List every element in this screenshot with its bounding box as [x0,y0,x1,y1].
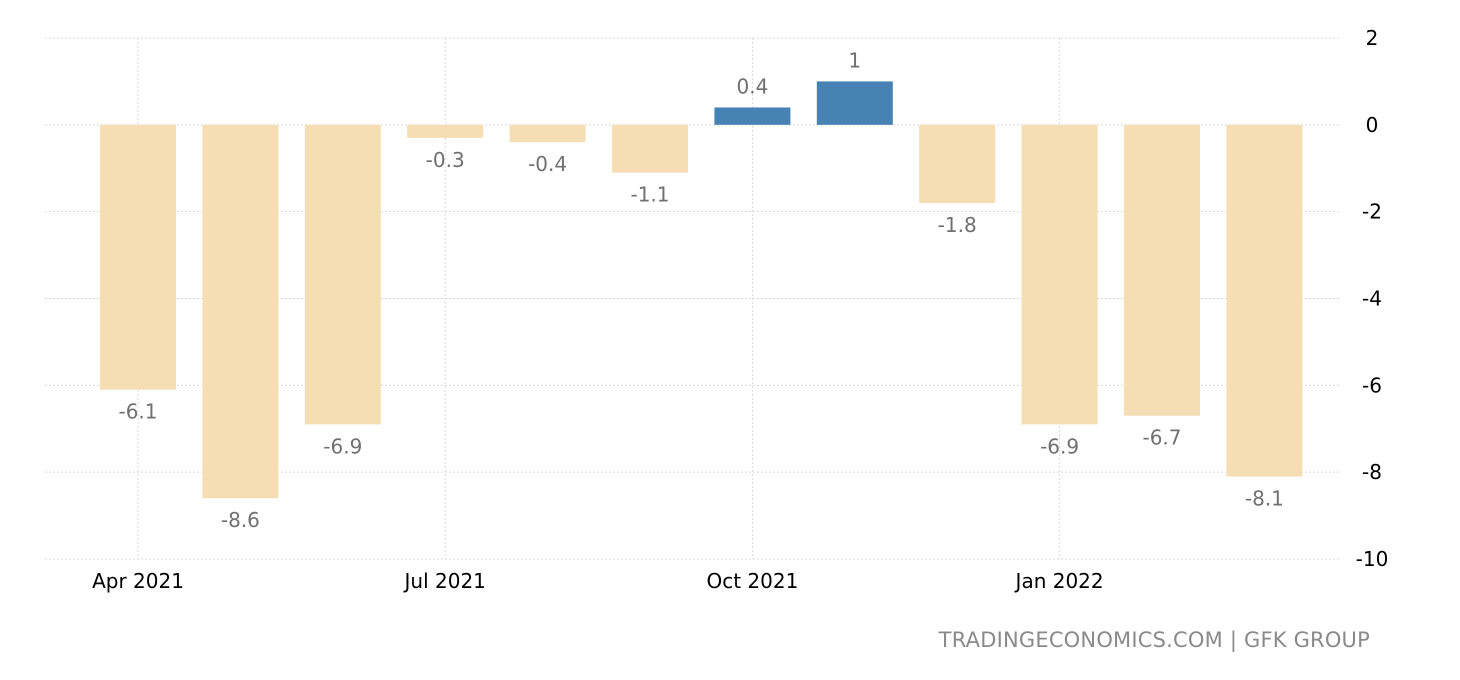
data-label: -1.1 [630,183,669,207]
bar [612,124,688,173]
bar [407,124,484,138]
y-axis: 2 0 -2 -4 -6 -8 -10 [1356,26,1389,571]
data-label: -6.1 [118,400,157,424]
data-label: -6.7 [1142,426,1181,450]
data-label: -8.1 [1245,487,1284,511]
x-tick-label: Oct 2021 [706,569,798,593]
data-label: -1.8 [938,213,977,237]
x-tick-label: Jul 2021 [403,569,486,593]
bar [816,81,893,125]
bar [919,124,996,203]
data-label: -8.6 [221,508,260,532]
data-label: 0.4 [736,74,768,98]
y-tick-label: -2 [1362,200,1382,224]
bar [202,124,279,499]
bar [1124,124,1200,416]
bar [304,124,381,425]
data-label: -0.3 [426,148,465,172]
data-label: -6.9 [323,434,362,458]
data-label: 1 [848,48,861,72]
bar [100,124,176,390]
data-label: -0.4 [528,152,567,176]
y-tick-label: 2 [1366,26,1379,50]
x-axis: Apr 2021 Jul 2021 Oct 2021 Jan 2022 [92,569,1104,593]
y-tick-label: -4 [1362,287,1382,311]
bar [714,107,791,125]
data-labels: -6.1 -8.6 -6.9 -0.3 -0.4 -1.1 0.4 1 -1.8 -6.9 -6.7… [118,48,1283,532]
bar [509,124,586,143]
y-tick-label: -10 [1356,547,1389,571]
y-tick-label: -6 [1362,373,1382,397]
x-tick-label: Apr 2021 [92,569,184,593]
x-tick-label: Jan 2022 [1014,569,1104,593]
y-tick-label: -8 [1362,460,1382,484]
attribution-text: TRADINGECONOMICS.COM | GFK GROUP [938,628,1370,652]
y-tick-label: 0 [1366,113,1379,137]
bar [1226,124,1303,477]
data-label: -6.9 [1040,434,1079,458]
bar [1021,124,1098,425]
bars [100,81,1303,499]
